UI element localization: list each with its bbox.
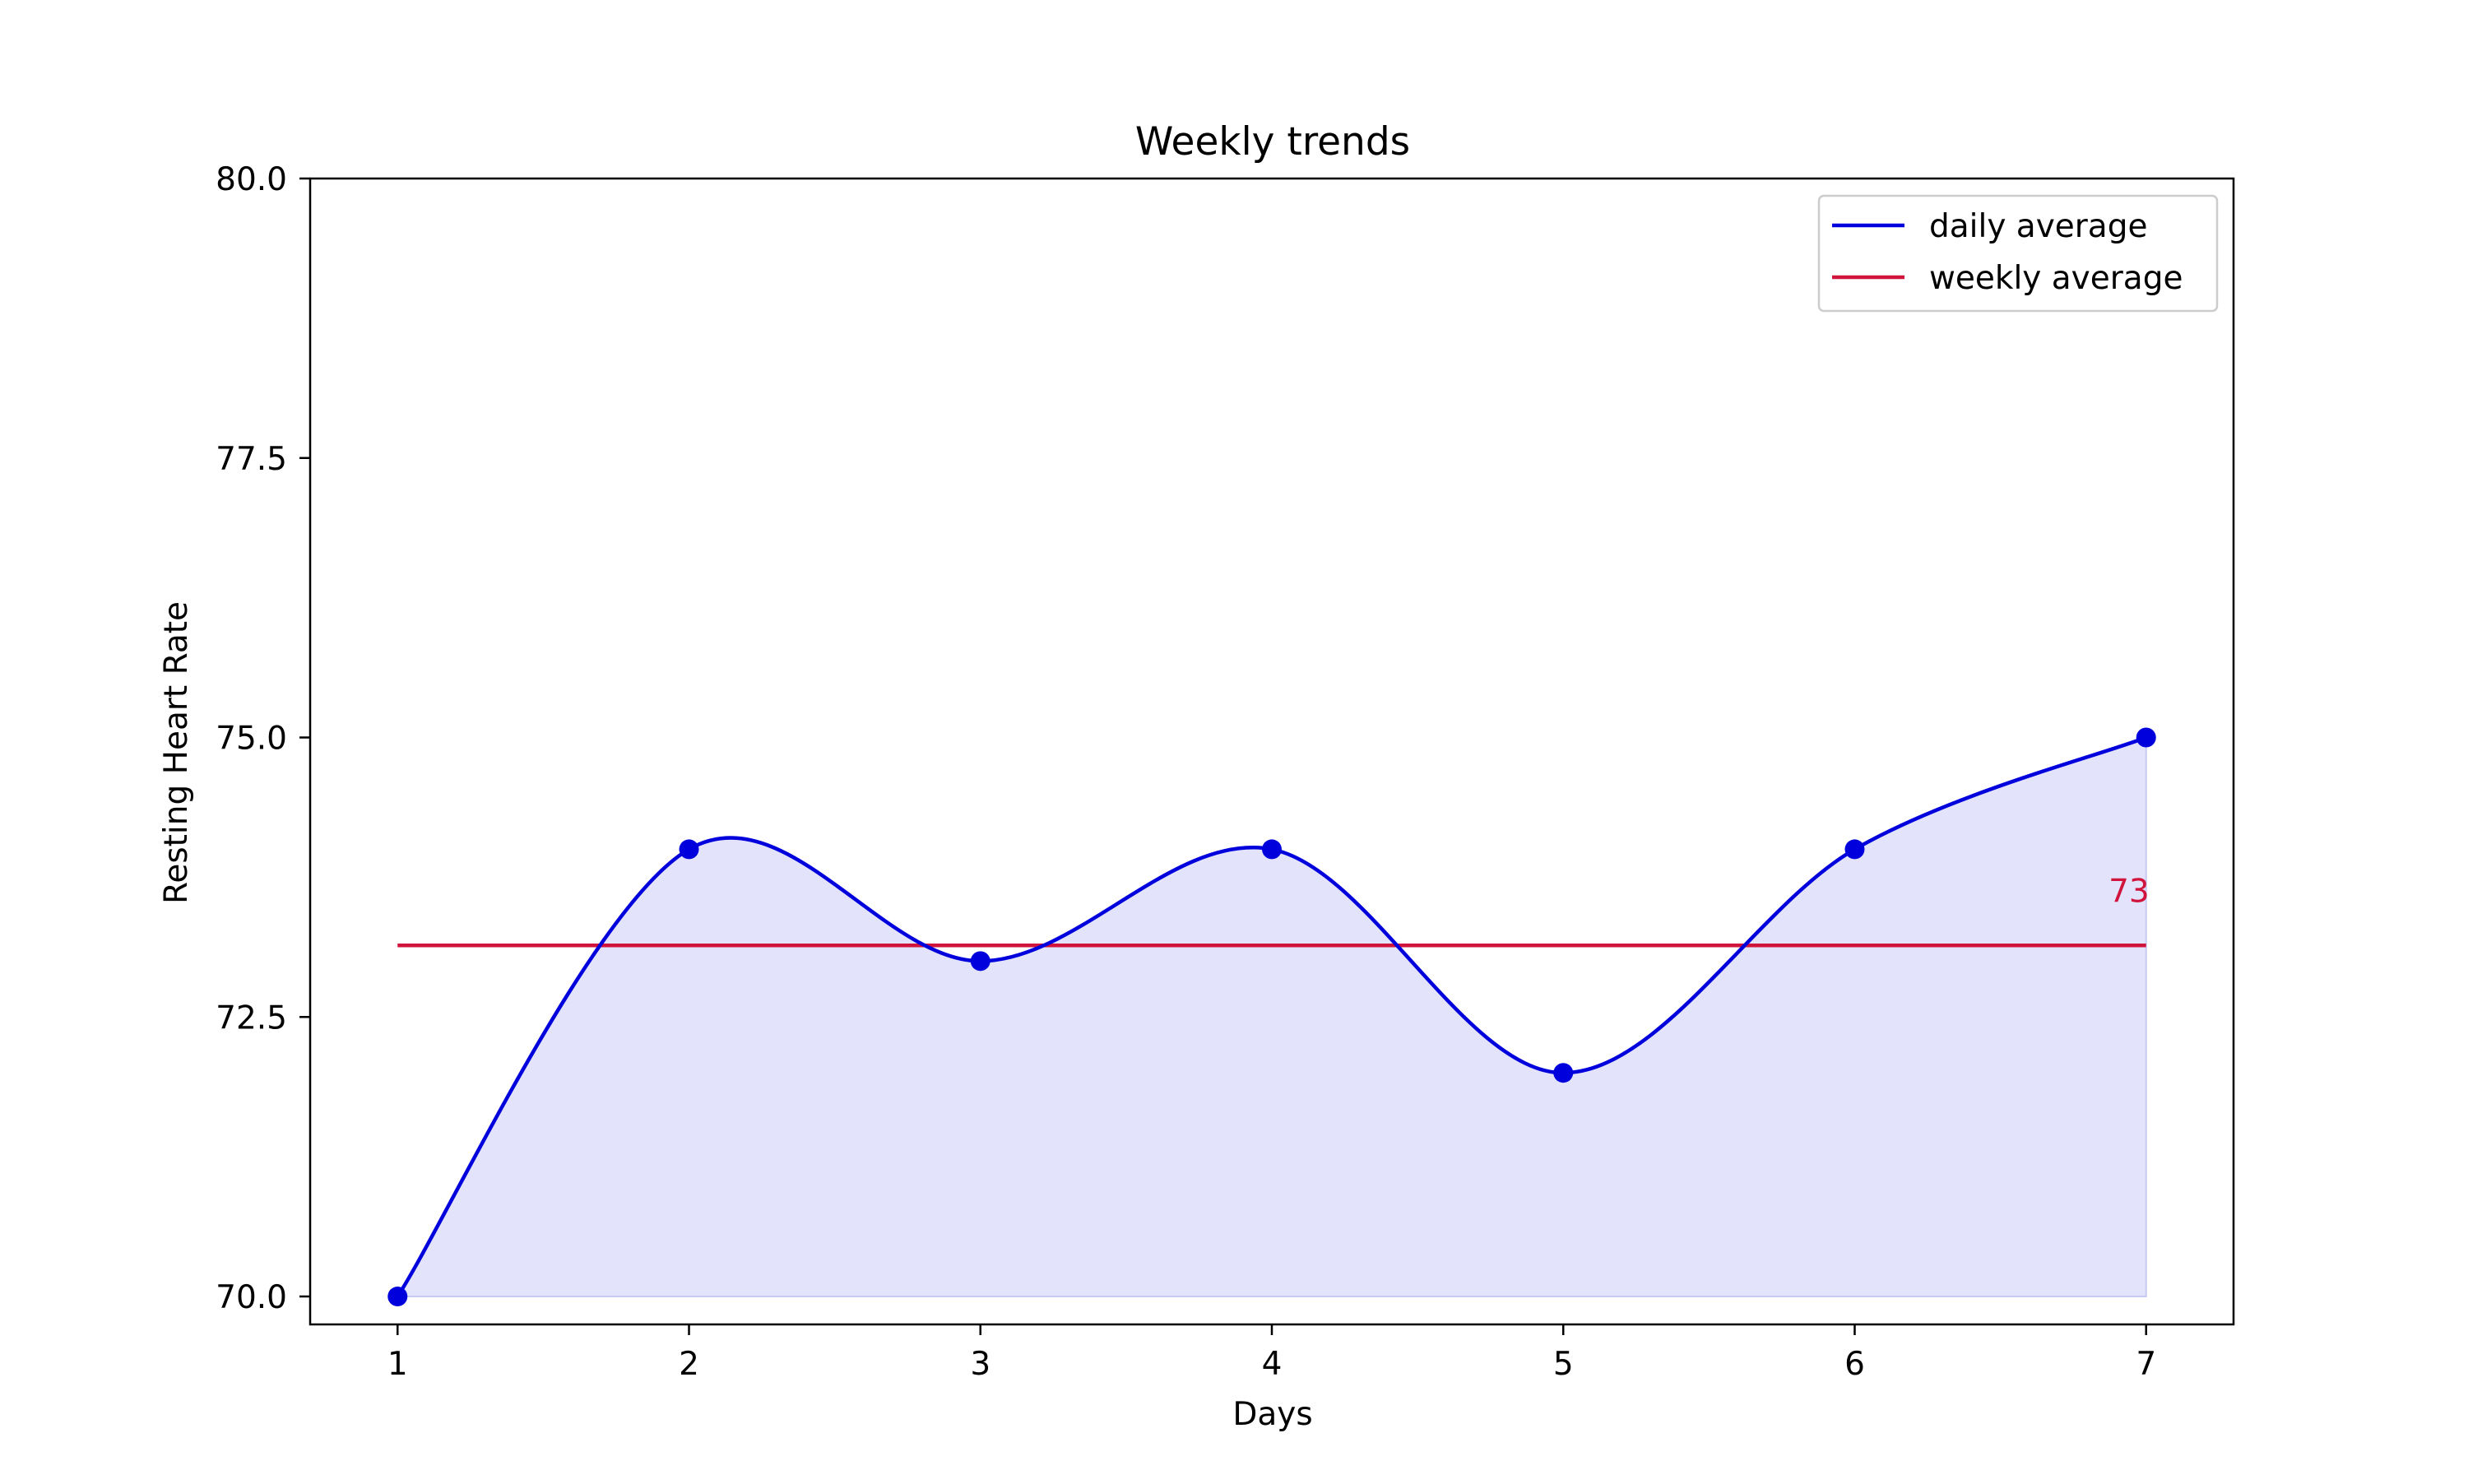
daily-average-point-day-7 <box>2136 727 2156 748</box>
weekly-average-value-label: 73 <box>2108 873 2150 910</box>
legend: daily average weekly average <box>1817 194 2219 313</box>
y-tick-label: 75.0 <box>216 721 287 758</box>
daily-average-point-day-3 <box>970 951 990 972</box>
chart-title: Weekly trends <box>1135 119 1410 165</box>
x-tick-label: 1 <box>387 1346 408 1383</box>
x-tick-label: 7 <box>2136 1346 2156 1383</box>
daily-average-point-day-5 <box>1553 1063 1574 1083</box>
y-tick-label: 80.0 <box>216 161 287 198</box>
x-tick-label: 5 <box>1553 1346 1574 1383</box>
x-tick-label: 6 <box>1844 1346 1865 1383</box>
legend-label-daily-average: daily average <box>1929 208 2147 245</box>
daily-average-point-day-1 <box>387 1287 408 1307</box>
y-tick-label: 70.0 <box>216 1279 287 1316</box>
daily-average-fill-area <box>396 736 2147 1298</box>
y-tick-label: 72.5 <box>216 999 287 1036</box>
daily-average-line <box>396 735 2147 1298</box>
x-tick-label: 2 <box>679 1346 699 1383</box>
x-tick-label: 4 <box>1262 1346 1283 1383</box>
daily-average-point-day-6 <box>1844 839 1865 860</box>
daily-average-point-day-2 <box>679 839 699 860</box>
legend-label-weekly-average: weekly average <box>1929 260 2183 297</box>
x-tick-label: 3 <box>970 1346 990 1383</box>
x-axis-title: Days <box>1232 1396 1312 1433</box>
y-tick-label: 77.5 <box>216 441 287 478</box>
legend-box <box>1817 194 2219 313</box>
y-axis-title: Resting Heart Rate <box>158 601 195 904</box>
daily-average-point-day-4 <box>1262 839 1282 860</box>
plot-area: 73 1 2 3 4 5 6 7 70.0 72.5 75.0 77.5 80.0 <box>216 161 2235 1383</box>
